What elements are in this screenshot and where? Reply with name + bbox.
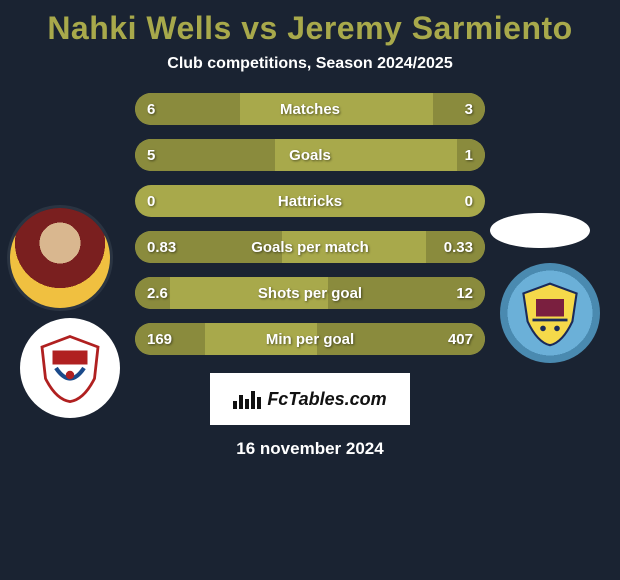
page-title: Nahki Wells vs Jeremy Sarmiento	[47, 10, 572, 47]
club-badge-right	[500, 263, 600, 363]
player-avatar-left	[10, 208, 110, 308]
stat-value-right: 407	[448, 331, 473, 348]
stat-value-right: 1	[465, 147, 473, 164]
stat-label: Matches	[135, 101, 485, 118]
burnley-crest-icon	[515, 278, 585, 348]
club-badge-left	[20, 318, 120, 418]
branding-badge: FcTables.com	[210, 373, 410, 425]
stat-value-right: 0.33	[444, 239, 473, 256]
stat-value-right: 12	[456, 285, 473, 302]
stat-row: 0.83Goals per match0.33	[135, 231, 485, 263]
stats-column: 6Matches3 5Goals1 0Hattricks0 0.83Goals per…	[135, 93, 485, 355]
stat-row: 0Hattricks0	[135, 185, 485, 217]
stat-value-right: 3	[465, 101, 473, 118]
bristol-crest-icon	[35, 333, 105, 403]
stat-row: 6Matches3	[135, 93, 485, 125]
stat-row: 2.6Shots per goal12	[135, 277, 485, 309]
stats-area: 6Matches3 5Goals1 0Hattricks0 0.83Goals per…	[0, 93, 620, 355]
stat-label: Goals per match	[135, 239, 485, 256]
player-avatar-right	[490, 213, 590, 248]
stat-label: Goals	[135, 147, 485, 164]
bars-icon	[233, 389, 261, 409]
subtitle: Club competitions, Season 2024/2025	[167, 55, 452, 73]
stat-row: 169Min per goal407	[135, 323, 485, 355]
stat-label: Hattricks	[135, 193, 485, 210]
branding-text: FcTables.com	[267, 389, 386, 410]
stat-label: Shots per goal	[135, 285, 485, 302]
stat-label: Min per goal	[135, 331, 485, 348]
date-text: 16 november 2024	[236, 439, 383, 459]
stat-row: 5Goals1	[135, 139, 485, 171]
stat-value-right: 0	[465, 193, 473, 210]
comparison-card: Nahki Wells vs Jeremy Sarmiento Club com…	[0, 0, 620, 459]
